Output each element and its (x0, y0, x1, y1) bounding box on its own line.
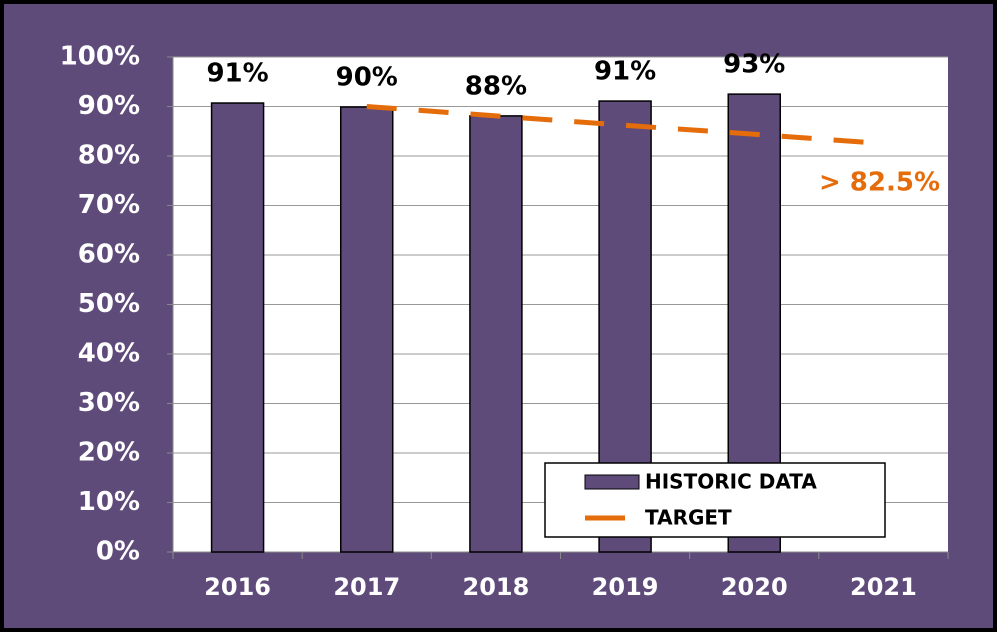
y-tick-label: 10% (78, 487, 140, 517)
y-tick-label: 20% (78, 438, 140, 468)
bar (340, 106, 394, 553)
target-line (366, 104, 884, 147)
y-tick-label: 30% (78, 388, 140, 418)
annotation: > 82.5% (819, 168, 940, 198)
y-tick-label: 60% (78, 240, 140, 270)
data-label: 91% (206, 59, 268, 89)
y-tick-label: 70% (78, 190, 140, 220)
x-tick-label: 2016 (204, 573, 271, 601)
bar (210, 102, 265, 553)
data-label: 93% (723, 50, 785, 80)
data-label: 90% (336, 62, 398, 92)
legend-label: TARGET (645, 506, 732, 530)
bar (469, 115, 523, 553)
y-tick-label: 0% (96, 537, 140, 567)
y-tick-label: 80% (78, 141, 140, 171)
y-tick-label: 90% (78, 91, 140, 121)
y-tick-label: 50% (78, 289, 140, 319)
y-tick-label: 40% (78, 339, 140, 369)
x-tick-label: 2018 (463, 573, 530, 601)
y-tick-label: 100% (60, 42, 140, 72)
x-tick-label: 2020 (721, 573, 788, 601)
legend-swatch (584, 474, 640, 490)
data-label: 88% (465, 71, 527, 101)
x-tick-label: 2019 (592, 573, 659, 601)
x-tick-label: 2017 (333, 573, 400, 601)
data-label: 91% (594, 57, 656, 87)
legend-label: HISTORIC DATA (645, 470, 817, 494)
x-tick-label: 2021 (850, 573, 917, 601)
